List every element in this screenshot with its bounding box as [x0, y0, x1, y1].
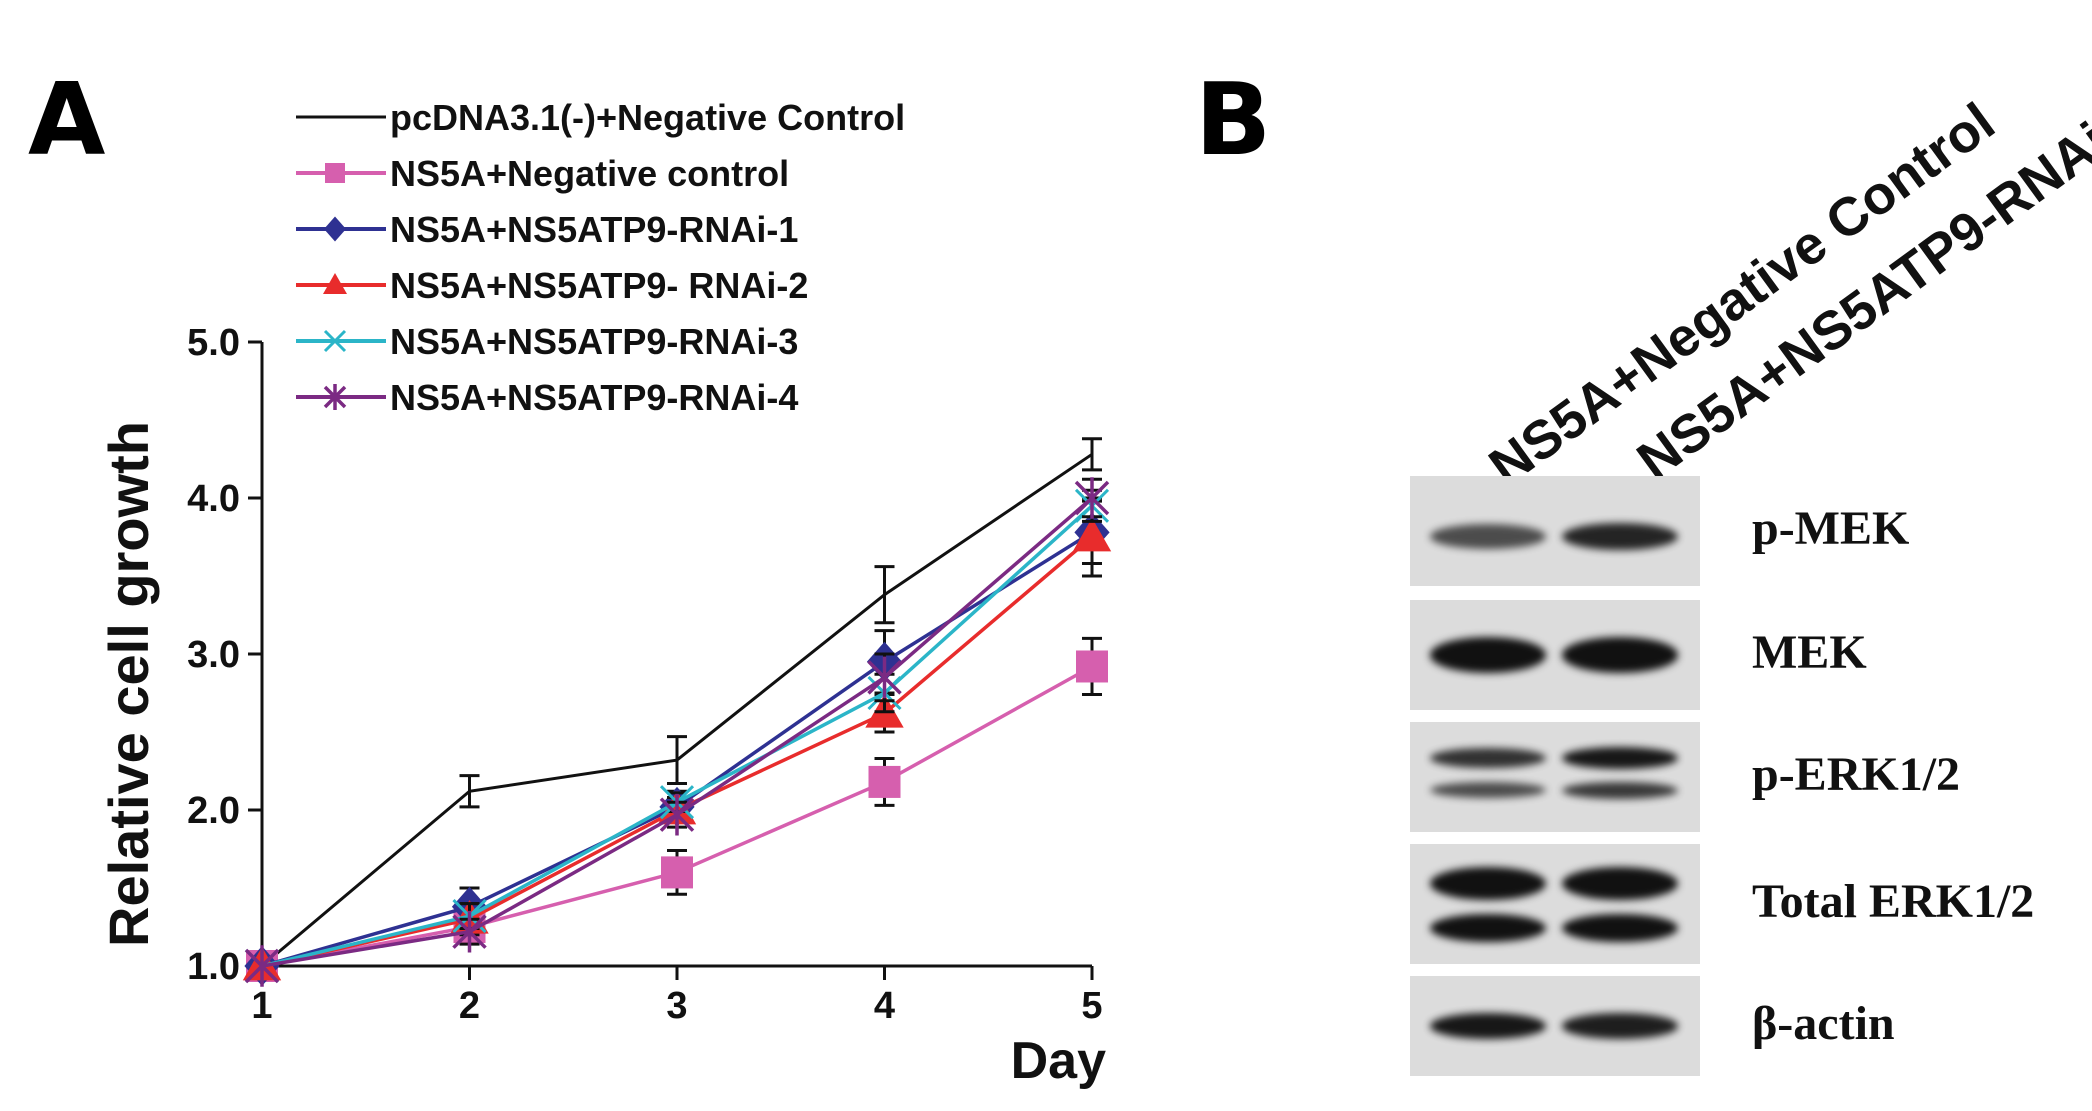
- legend-entry: NS5A+NS5ATP9- RNAi-2: [296, 265, 808, 306]
- chart-axes: 1.0 2.0 3.0 4.0 5.0 1 2 3 4 5: [187, 322, 1102, 1027]
- legend-label: NS5A+NS5ATP9-RNAi-3: [390, 321, 798, 362]
- data-point: [659, 793, 695, 836]
- legend-marker: [323, 384, 347, 410]
- chart-series: [242, 437, 1112, 987]
- x-axis-title: Day: [1011, 1032, 1106, 1090]
- x-tick-label: 3: [666, 985, 687, 1027]
- legend-marker: [325, 163, 345, 183]
- blot-band: [1430, 782, 1546, 799]
- legend-entry: pcDNA3.1(-)+Negative Control: [296, 97, 905, 138]
- y-tick-label: 1.0: [187, 946, 240, 988]
- legend-label: NS5A+NS5ATP9-RNAi-1: [390, 209, 798, 250]
- blot-band: [1562, 1013, 1678, 1039]
- error-bar: [667, 735, 687, 785]
- blot-band: [1562, 913, 1678, 943]
- chart-legend: pcDNA3.1(-)+Negative Control NS5A+Negativ…: [296, 97, 905, 418]
- blot-band: [1562, 637, 1678, 673]
- lane-label-rnai-3: NS5A+NS5ATP9-RNAi-3: [1626, 82, 2092, 492]
- blot-label-p-erk: p-ERK1/2: [1752, 748, 1961, 801]
- blot-strip-p-erk: [1410, 722, 1700, 832]
- blot-band: [1562, 781, 1678, 799]
- error-bar: [1082, 437, 1102, 472]
- series-line: [261, 496, 1094, 968]
- blot-label-total-erk: Total ERK1/2: [1752, 875, 2035, 928]
- y-axis-title: Relative cell growth: [97, 421, 160, 947]
- legend-label: NS5A+Negative control: [390, 153, 789, 194]
- x-tick-label: 4: [874, 985, 895, 1027]
- data-point: [1074, 477, 1110, 519]
- data-point: [661, 856, 693, 889]
- blot-label-p-mek: p-MEK: [1752, 502, 1910, 555]
- data-point: [867, 656, 902, 699]
- legend-entry: NS5A+NS5ATP9-RNAi-3: [296, 321, 798, 362]
- x-tick-label: 2: [459, 985, 480, 1027]
- panel-a-label: A: [28, 61, 106, 178]
- y-tick-label: 2.0: [187, 790, 240, 832]
- blot-band: [1430, 524, 1546, 549]
- legend-entry: NS5A+NS5ATP9-RNAi-1: [296, 209, 798, 250]
- series-2: [246, 636, 1108, 982]
- panel-b-label: B: [1195, 61, 1272, 178]
- legend-entry: NS5A+NS5ATP9-RNAi-4: [296, 377, 798, 418]
- legend-label: pcDNA3.1(-)+Negative Control: [390, 97, 905, 138]
- data-point: [244, 945, 280, 987]
- blot-strip-mek: [1410, 600, 1700, 710]
- data-point: [452, 910, 487, 953]
- blot-band: [1562, 866, 1678, 901]
- series-6: [244, 477, 1110, 987]
- blot-band: [1430, 748, 1546, 769]
- blot-label-mek: MEK: [1752, 626, 1867, 679]
- legend-label: NS5A+NS5ATP9-RNAi-4: [390, 377, 798, 418]
- growth-line-chart: 1.0 2.0 3.0 4.0 5.0 1 2 3 4 5 pcDNA3.1(-)+Negativ…: [97, 97, 1112, 1090]
- legend-entry: NS5A+Negative control: [296, 153, 789, 194]
- error-bar: [459, 774, 480, 809]
- data-point: [868, 765, 901, 798]
- blot-strip-total-erk: [1410, 844, 1700, 964]
- x-tick-label: 5: [1081, 985, 1102, 1027]
- blot-band: [1430, 637, 1546, 673]
- data-point: [1076, 650, 1108, 683]
- data-point: [1072, 517, 1112, 552]
- blot-strip-p-mek: [1410, 476, 1700, 586]
- blot-label-beta-actin: β-actin: [1752, 997, 1895, 1050]
- x-tick-label: 1: [251, 985, 272, 1027]
- y-tick-label: 5.0: [187, 322, 240, 364]
- legend-marker: [323, 329, 347, 353]
- blot-band: [1562, 522, 1678, 551]
- y-tick-label: 4.0: [187, 478, 240, 520]
- blot-band: [1430, 866, 1546, 901]
- blot-strip-beta-actin: [1410, 976, 1700, 1076]
- y-tick-label: 3.0: [187, 634, 240, 676]
- series-1: [261, 437, 1102, 968]
- blot-band: [1430, 913, 1546, 943]
- blot-band: [1430, 1013, 1546, 1039]
- legend-label: NS5A+NS5ATP9- RNAi-2: [390, 265, 808, 306]
- legend-marker: [323, 273, 347, 294]
- legend-marker: [324, 216, 346, 242]
- blot-band: [1562, 747, 1678, 770]
- error-bar: [874, 565, 895, 625]
